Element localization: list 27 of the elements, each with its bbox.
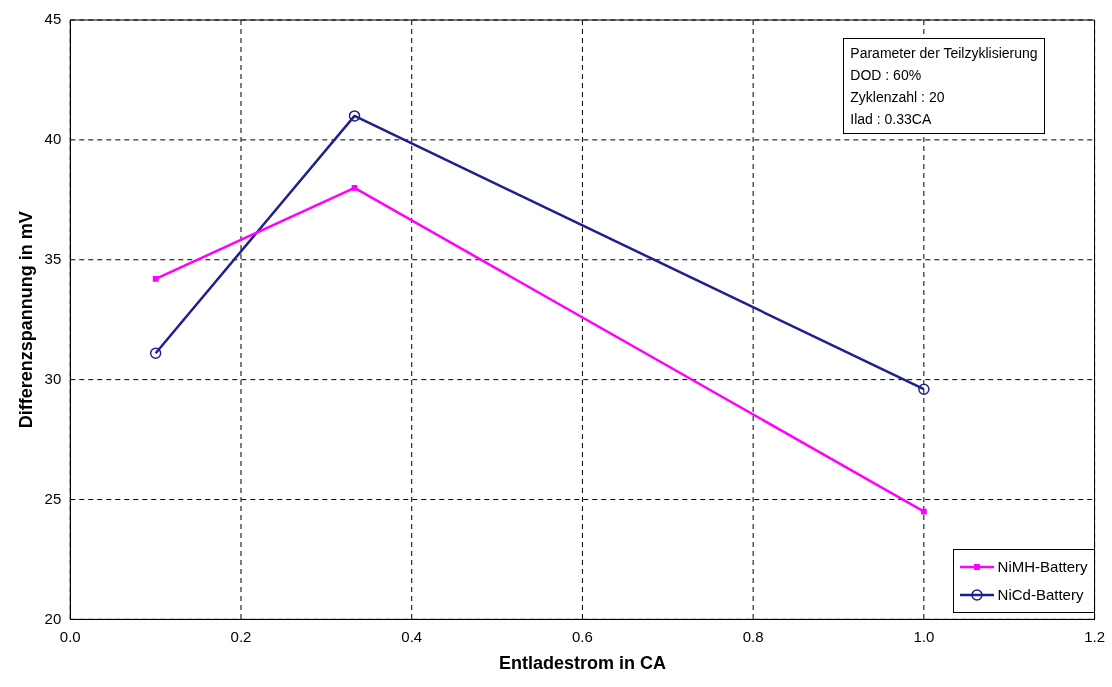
point — [152, 276, 159, 282]
x-tick-label: 0.6 — [572, 627, 593, 645]
legend-label: NiMH-Battery — [997, 557, 1088, 578]
legend-label: NiCd-Battery — [997, 585, 1084, 606]
x-tick-label: 0.8 — [742, 627, 764, 645]
point — [348, 110, 361, 122]
point — [918, 383, 930, 395]
y-tick-label: 30 — [44, 369, 62, 387]
y-tick-label: 45 — [44, 10, 62, 28]
point — [149, 347, 162, 360]
y-tick-label: 40 — [44, 130, 62, 148]
x-tick-label: 1.2 — [1084, 627, 1105, 645]
x-tick-label: 0.2 — [230, 627, 252, 645]
y-axis-title: Differenzspannung in mV — [15, 211, 36, 429]
y-tick-label: 35 — [44, 249, 62, 267]
annotation: Parameter der Teilzyklisierung — [850, 44, 1038, 63]
annotation: Zyklenzahl : 20 — [850, 88, 946, 107]
x-tick-label: 1.0 — [913, 627, 935, 645]
x-axis-title: Entladestrom in CA — [498, 653, 666, 674]
annotation: Ilad : 0.33CA — [850, 110, 933, 129]
y-tick-label: 20 — [44, 609, 62, 627]
y-tick-label: 25 — [44, 489, 62, 507]
annotation: DOD : 60% — [850, 66, 923, 85]
x-tick-label: 0.4 — [401, 627, 423, 645]
x-tick-label: 0.0 — [59, 627, 81, 645]
point — [351, 184, 358, 191]
point — [920, 508, 927, 515]
